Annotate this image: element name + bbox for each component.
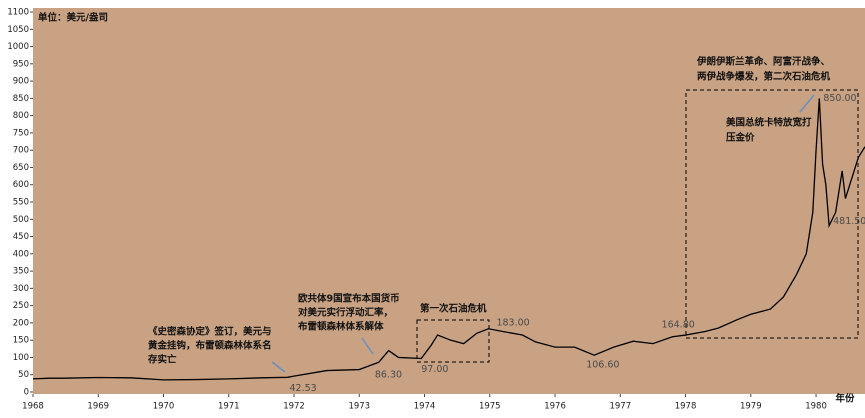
y-tick-label: 700 xyxy=(13,146,29,156)
x-tick-label: 1972 xyxy=(283,402,305,412)
y-tick-label: 450 xyxy=(13,232,29,242)
y-tick-label: 600 xyxy=(13,180,29,190)
plot-background xyxy=(33,8,865,394)
y-tick-label: 200 xyxy=(13,318,29,328)
y-tick-label: 900 xyxy=(13,77,29,87)
x-tick-label: 1978 xyxy=(675,402,697,412)
price-line xyxy=(32,98,865,381)
annotation: 黄金挂钩，布雷顿森林体系名 xyxy=(148,340,272,352)
y-tick-label: 150 xyxy=(13,336,29,346)
y-tick-label: 1000 xyxy=(7,42,29,52)
annotation: 美国总统卡特放宽打 xyxy=(725,117,812,129)
arrow xyxy=(361,337,374,355)
value-label: 481.50 xyxy=(833,216,865,227)
y-tick-label: 550 xyxy=(13,198,29,208)
x-tick-label: 1974 xyxy=(414,402,436,412)
x-tick-label: 1979 xyxy=(740,402,762,412)
highlight-box xyxy=(416,319,490,363)
y-tick-label: 400 xyxy=(13,249,29,259)
x-tick-label: 1969 xyxy=(87,402,109,412)
arrow xyxy=(799,94,815,113)
y-tick-label: 650 xyxy=(13,163,29,173)
annotation: 对美元实行浮动汇率， xyxy=(298,307,393,319)
highlight-box xyxy=(685,89,859,339)
x-tick-label: 1980 xyxy=(805,402,827,412)
x-tick-label: 1970 xyxy=(153,402,175,412)
annotation: 《史密森协定》签订，美元与 xyxy=(148,326,272,338)
annotation: 第一次石油危机 xyxy=(420,303,487,315)
value-label: 850.00 xyxy=(823,93,856,104)
y-tick-label: 300 xyxy=(13,284,29,294)
y-tick-label: 50 xyxy=(18,370,29,380)
value-label: 106.60 xyxy=(586,360,619,371)
y-tick-label: 250 xyxy=(13,301,29,311)
x-tick-label: 1971 xyxy=(218,402,240,412)
annotation: 欧共体9国宣布本国货币 xyxy=(298,293,400,305)
y-axis-label: 单位：美元/盎司 xyxy=(38,12,108,24)
value-label: 86.30 xyxy=(375,370,402,381)
annotation: 存实亡 xyxy=(147,354,177,366)
y-tick-label: 350 xyxy=(13,267,29,277)
value-label: 97.00 xyxy=(421,364,448,375)
y-tick-label: 800 xyxy=(13,111,29,121)
x-axis-label: 年份 xyxy=(835,393,855,405)
x-tick-label: 1968 xyxy=(22,402,44,412)
arrow xyxy=(271,361,286,373)
y-tick-label: 100 xyxy=(13,353,29,363)
annotation: 压金价 xyxy=(726,132,755,144)
x-tick-label: 1973 xyxy=(348,402,370,412)
annotation: 两伊战争爆发，第二次石油危机 xyxy=(697,71,831,83)
value-label: 183.00 xyxy=(496,317,529,328)
y-tick-label: 950 xyxy=(13,59,29,69)
x-tick-label: 1975 xyxy=(479,402,501,412)
annotation: 布雷顿森林体系解体 xyxy=(297,321,384,333)
value-label: 164.80 xyxy=(662,320,695,331)
y-tick-label: 750 xyxy=(13,128,29,138)
x-tick-label: 1976 xyxy=(544,402,566,412)
value-label: 42.53 xyxy=(289,383,316,394)
y-tick-label: 500 xyxy=(13,215,29,225)
annotation: 伊朗伊斯兰革命、阿富汗战争、 xyxy=(696,56,830,68)
x-tick-label: 1977 xyxy=(609,402,631,412)
y-tick-label: 1050 xyxy=(7,25,29,35)
y-tick-label: 1100 xyxy=(7,8,29,18)
y-tick-label: 0 xyxy=(24,388,29,398)
y-tick-label: 850 xyxy=(13,94,29,104)
